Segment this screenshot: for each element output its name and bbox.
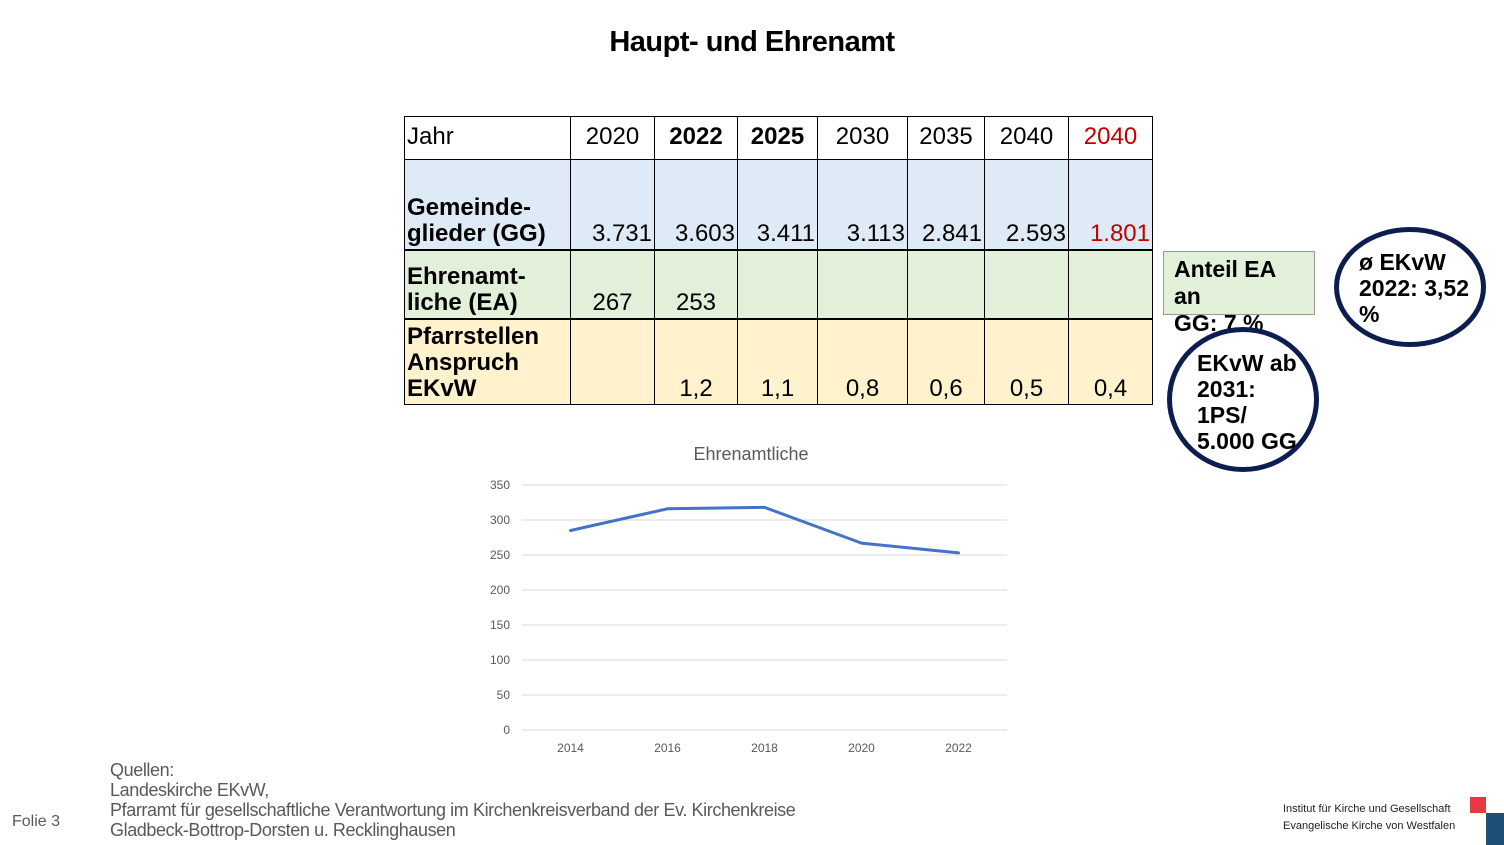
x-tick-label: 2022 — [945, 741, 972, 755]
header-cell: Jahr — [404, 116, 571, 160]
x-tick-label: 2016 — [654, 741, 681, 755]
cell — [984, 248, 1069, 319]
data-point — [860, 541, 863, 545]
cell: 0,4 — [1068, 317, 1153, 405]
cell: 3.603 — [654, 159, 738, 250]
y-tick-label: 250 — [490, 548, 510, 562]
data-point — [666, 507, 669, 511]
y-tick-label: 150 — [490, 618, 510, 632]
header-row: Jahr 2020 2022 2025 2030 2035 2040 2040 — [404, 116, 1153, 160]
sources: Quellen: Landeskirche EKvW, Pfarramt für g… — [110, 760, 796, 840]
cell: 3.113 — [817, 159, 908, 250]
data-point — [569, 529, 572, 532]
y-tick-label: 100 — [490, 653, 510, 667]
y-tick-label: 200 — [490, 583, 510, 597]
ekvw-2031-circle: EKvW ab 2031: 1PS/5.000 GG — [1167, 327, 1319, 472]
header-cell: 2022 — [654, 116, 738, 160]
ea-share-note: Anteil EA an GG: 7 % — [1163, 251, 1315, 336]
slide-title: Haupt- und Ehrenamt — [609, 26, 895, 58]
ekvw-average-circle: ø EKvW 2022: 3,52% — [1334, 227, 1486, 347]
cell: 0,8 — [817, 317, 908, 405]
table-row-gg: Gemeinde-glieder (GG) 3.731 3.603 3.411 … — [404, 159, 1153, 250]
cell: 267 — [570, 248, 655, 319]
logo-red-square — [1470, 797, 1486, 813]
x-tick-label: 2014 — [557, 741, 584, 755]
x-tick-label: 2018 — [751, 741, 778, 755]
cell — [907, 248, 985, 319]
cell: 253 — [654, 248, 738, 319]
data-table: Jahr 2020 2022 2025 2030 2035 2040 2040 … — [404, 116, 1153, 405]
y-tick-label: 350 — [490, 478, 510, 492]
cell: 1,1 — [737, 317, 818, 405]
row-label: Ehrenamt-liche (EA) — [404, 248, 571, 319]
header-cell: 2040 — [1068, 116, 1153, 160]
y-tick-label: 300 — [490, 513, 510, 527]
row-label: Gemeinde-glieder (GG) — [404, 159, 571, 250]
cell — [1068, 248, 1153, 319]
cell — [737, 248, 818, 319]
table-row-ps: Pfarrstellen Anspruch EKvW 1,2 1,1 0,8 0,6… — [404, 317, 1153, 405]
cell: 0,6 — [907, 317, 985, 405]
table-row-ea: Ehrenamt-liche (EA) 267 253 — [404, 248, 1153, 319]
header-cell: 2040 — [984, 116, 1069, 160]
data-point — [957, 551, 960, 555]
y-tick-label: 0 — [503, 723, 510, 737]
x-tick-label: 2020 — [848, 741, 875, 755]
cell — [570, 317, 655, 405]
y-tick-label: 50 — [497, 688, 511, 702]
series-line — [570, 505, 959, 555]
header-cell: 2020 — [570, 116, 655, 160]
cell: 1,2 — [654, 317, 738, 405]
chart-title: Ehrenamtliche — [693, 444, 808, 464]
cell: 1.801 — [1068, 159, 1153, 250]
institute-logo-text: Institut für Kirche und Gesellschaft Evan… — [1283, 803, 1456, 832]
header-cell: 2035 — [907, 116, 985, 160]
row-label: Pfarrstellen Anspruch EKvW — [404, 317, 571, 405]
data-point — [763, 505, 766, 509]
logo-blue-bar — [1486, 813, 1504, 845]
cell: 2.841 — [907, 159, 985, 250]
cell: 2.593 — [984, 159, 1069, 250]
cell — [817, 248, 908, 319]
slide-number: Folie 3 — [12, 813, 61, 830]
cell: 3.731 — [570, 159, 655, 250]
header-cell: 2030 — [817, 116, 908, 160]
